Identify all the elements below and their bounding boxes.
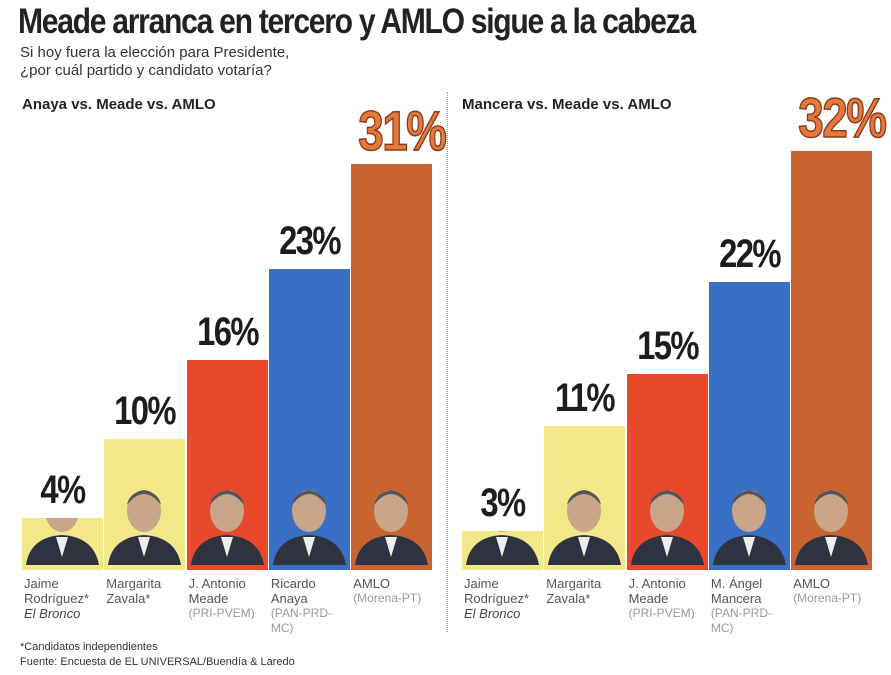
category-label: Margarita Zavala* <box>106 576 162 606</box>
party-label: (Morena-PT) <box>353 591 422 605</box>
hair <box>567 489 602 505</box>
hair <box>127 490 162 505</box>
value-label: 11% <box>555 375 616 420</box>
photo <box>272 489 346 565</box>
category-label: J. Antonio Meade (PRI-PVEM) <box>189 576 269 621</box>
shirt <box>496 536 508 557</box>
category-label: Ricardo Anaya (PAN-PRD-MC) <box>271 576 351 636</box>
photo <box>795 489 869 565</box>
photo <box>190 489 264 565</box>
hair <box>291 489 326 505</box>
value-label: 16% <box>196 310 259 355</box>
shirt <box>56 536 68 557</box>
party-label: (PRI-PVEM) <box>188 606 255 620</box>
shirt <box>825 536 838 557</box>
face <box>374 489 409 532</box>
party-label: El Bronco <box>464 606 521 621</box>
face <box>731 489 766 532</box>
category-label: AMLO (Morena-PT) <box>353 576 433 606</box>
photo <box>630 490 704 565</box>
subtitle: ¿por cuál partido y candidato votaría? <box>20 62 272 79</box>
shirt <box>578 536 591 557</box>
value-label: 4% <box>40 467 86 512</box>
bar <box>104 439 186 570</box>
photo-frame <box>627 475 708 570</box>
photo <box>26 517 99 565</box>
bar <box>626 373 708 570</box>
photo-frame <box>791 475 872 570</box>
title: Meade arranca en tercero y AMLO sigue a … <box>18 2 696 41</box>
face <box>814 489 849 532</box>
bar <box>462 530 543 570</box>
face <box>209 489 244 532</box>
footnote: *Candidatos independientes <box>20 641 158 653</box>
value-label: 31% <box>358 98 448 163</box>
bar <box>791 150 873 570</box>
photo <box>466 530 539 565</box>
face <box>45 517 79 532</box>
category-label: Jaime Rodríguez* El Bronco <box>464 576 544 621</box>
photo <box>108 490 182 565</box>
bar <box>22 517 103 570</box>
value-label: 22% <box>719 231 781 276</box>
photo <box>712 489 786 565</box>
face <box>291 489 326 532</box>
photo-frame <box>104 475 185 570</box>
party-label: (PAN-PRD-MC) <box>270 606 332 635</box>
category-label: Margarita Zavala* <box>546 576 602 606</box>
hair <box>374 489 409 505</box>
category-label: Jaime Rodríguez* El Bronco <box>24 576 104 621</box>
party-label: (PAN-PRD-MC) <box>710 606 772 635</box>
chart-title: Mancera vs. Meade vs. AMLO <box>462 96 672 113</box>
category-label: M. Ángel Mancera (PAN-PRD-MC) <box>711 576 791 636</box>
shirt <box>385 536 398 557</box>
photo <box>548 489 622 565</box>
hair <box>649 490 684 505</box>
hair <box>814 489 849 505</box>
divider <box>447 92 448 632</box>
photo-frame <box>544 475 625 570</box>
bar <box>186 360 268 570</box>
shirt <box>220 536 233 557</box>
photo-frame <box>187 475 268 570</box>
subtitle: Si hoy fuera la elección para Presidente… <box>20 44 290 61</box>
value-label: 10% <box>114 389 176 433</box>
value-label: 3% <box>480 480 526 525</box>
bar <box>351 163 433 570</box>
category-label: AMLO (Morena-PT) <box>793 576 873 606</box>
hair <box>209 489 244 505</box>
bar <box>708 281 790 570</box>
category-label: J. Antonio Meade (PRI-PVEM) <box>629 576 709 621</box>
photo-frame <box>709 475 790 570</box>
value-label: 15% <box>636 323 699 368</box>
photo-frame <box>462 530 543 570</box>
party-label: (PRI-PVEM) <box>628 606 695 620</box>
party-label: El Bronco <box>24 606 81 621</box>
photo-frame <box>269 475 350 570</box>
face <box>567 489 602 532</box>
source: Fuente: Encuesta de EL UNIVERSAL/Buendía… <box>20 656 295 668</box>
face <box>649 490 684 532</box>
face <box>496 530 508 532</box>
shirt <box>138 537 151 557</box>
hair <box>731 489 766 505</box>
party-label: (Morena-PT) <box>793 591 862 605</box>
shirt <box>660 537 673 557</box>
shirt <box>302 536 315 557</box>
photo <box>355 489 429 565</box>
bar <box>268 268 350 570</box>
photo-frame <box>351 475 432 570</box>
shirt <box>742 536 755 557</box>
bar <box>544 425 626 570</box>
value-label: 23% <box>279 218 341 263</box>
photo-frame <box>22 517 103 570</box>
chart-title: Anaya vs. Meade vs. AMLO <box>22 96 216 113</box>
face <box>127 490 162 532</box>
value-label: 32% <box>798 85 888 150</box>
